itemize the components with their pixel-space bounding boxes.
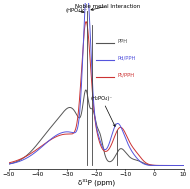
- Pd/PPH: [185, 164, 187, 167]
- PPH: [2, 164, 4, 166]
- Pt/PPH: [185, 164, 187, 167]
- PPH: [23, 156, 25, 158]
- Pt/PPH: [165, 164, 167, 167]
- Pd/PPH: [73, 132, 76, 134]
- Pd/PPH: [188, 164, 190, 167]
- Line: Pt/PPH: Pt/PPH: [3, 22, 189, 166]
- Pt/PPH: [82, 51, 84, 54]
- Text: (HPO₄)²⁻: (HPO₄)²⁻: [66, 8, 88, 13]
- PPH: [165, 164, 167, 167]
- Line: Pd/PPH: Pd/PPH: [3, 0, 189, 166]
- Pt/PPH: [85, 20, 87, 23]
- PPH: [82, 105, 84, 108]
- Line: PPH: PPH: [3, 90, 189, 166]
- PPH: [85, 89, 87, 91]
- PPH: [185, 164, 187, 167]
- Pd/PPH: [34, 151, 36, 153]
- Pd/PPH: [82, 58, 84, 60]
- Pt/PPH: [188, 164, 190, 167]
- Text: PPH: PPH: [117, 39, 127, 44]
- X-axis label: δ³¹P (ppm): δ³¹P (ppm): [78, 179, 115, 186]
- Pt/PPH: [2, 163, 4, 165]
- Text: (H₂PO₄)⁻: (H₂PO₄)⁻: [90, 96, 115, 126]
- PPH: [73, 110, 76, 112]
- Text: Pt/PPH: Pt/PPH: [117, 73, 134, 77]
- Pd/PPH: [23, 158, 25, 160]
- Pd/PPH: [165, 164, 167, 167]
- Text: Pd/PPH: Pd/PPH: [117, 56, 136, 61]
- PPH: [34, 145, 36, 148]
- Pt/PPH: [34, 149, 36, 152]
- Pt/PPH: [73, 131, 76, 133]
- Text: Noble metal Interaction: Noble metal Interaction: [75, 4, 140, 10]
- Pt/PPH: [23, 156, 25, 158]
- PPH: [188, 164, 190, 167]
- Pd/PPH: [2, 164, 4, 166]
